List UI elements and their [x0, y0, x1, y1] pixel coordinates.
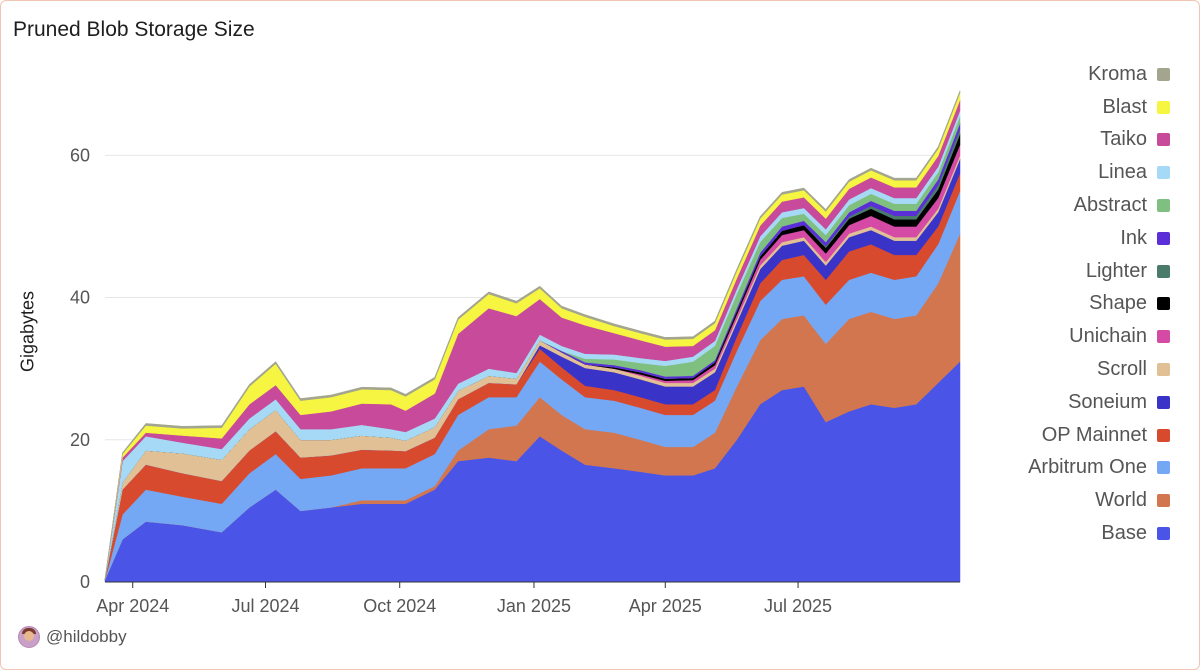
legend-label: Soneium [1068, 390, 1147, 413]
legend-swatch [1157, 428, 1170, 442]
axes: 0 20 40 60 Apr 2024 Jul 2024 Oct 2024 Jan 2025 A… [70, 145, 960, 616]
legend-label: Ink [1120, 226, 1147, 249]
legend-swatch [1157, 363, 1170, 377]
legend-item-taiko[interactable]: Taiko [1028, 124, 1170, 157]
legend-swatch [1157, 264, 1170, 278]
legend-label: OP Mainnet [1041, 423, 1147, 446]
legend: Kroma Blast Taiko Linea Abstract Ink Lighter Sh… [1028, 58, 1170, 550]
x-tick-label: Apr 2025 [629, 596, 702, 616]
area-kroma [104, 90, 961, 580]
legend-item-lighter[interactable]: Lighter [1028, 255, 1170, 288]
legend-item-soneium[interactable]: Soneium [1028, 386, 1170, 419]
credit-handle: @hildobby [46, 627, 127, 646]
x-tick-label: Apr 2024 [96, 596, 169, 616]
legend-item-scroll[interactable]: Scroll [1028, 353, 1170, 386]
legend-item-ink[interactable]: Ink [1028, 222, 1170, 255]
legend-label: Lighter [1085, 259, 1147, 282]
legend-item-linea[interactable]: Linea [1028, 156, 1170, 189]
legend-item-unichain[interactable]: Unichain [1028, 320, 1170, 353]
legend-item-base[interactable]: Base [1028, 517, 1170, 550]
area-series [104, 90, 961, 583]
y-tick-label: 0 [80, 572, 90, 592]
legend-swatch [1157, 199, 1170, 213]
x-tick-label: Jul 2024 [231, 596, 299, 616]
x-tick-label: Jul 2025 [764, 596, 832, 616]
chart-title: Pruned Blob Storage Size [13, 18, 255, 41]
legend-label: Linea [1098, 161, 1147, 184]
legend-label: World [1095, 489, 1147, 512]
legend-label: Taiko [1100, 128, 1147, 151]
legend-label: Shape [1089, 292, 1147, 315]
x-tick-label: Oct 2024 [363, 596, 436, 616]
legend-item-abstract[interactable]: Abstract [1028, 189, 1170, 222]
legend-item-blast[interactable]: Blast [1028, 91, 1170, 124]
legend-item-world[interactable]: World [1028, 484, 1170, 517]
legend-swatch [1157, 100, 1170, 114]
legend-swatch [1157, 395, 1170, 409]
legend-item-arbitrum-one[interactable]: Arbitrum One [1028, 452, 1170, 485]
x-tick-label: Jan 2025 [497, 596, 571, 616]
legend-swatch [1157, 461, 1170, 475]
legend-label: Blast [1102, 95, 1147, 118]
legend-item-shape[interactable]: Shape [1028, 288, 1170, 321]
y-tick-label: 20 [70, 430, 90, 450]
legend-label: Arbitrum One [1028, 456, 1147, 479]
legend-swatch [1157, 67, 1170, 81]
legend-label: Abstract [1073, 194, 1147, 217]
legend-item-op-mainnet[interactable]: OP Mainnet [1028, 419, 1170, 452]
credit: @hildobby [18, 626, 127, 648]
legend-swatch [1157, 166, 1170, 180]
legend-label: Unichain [1069, 325, 1147, 348]
legend-label: Kroma [1088, 62, 1147, 85]
legend-swatch [1157, 231, 1170, 245]
y-tick-label: 60 [70, 145, 90, 165]
legend-swatch [1157, 297, 1170, 311]
avatar [18, 626, 40, 648]
legend-swatch [1157, 133, 1170, 147]
y-tick-label: 40 [70, 288, 90, 308]
legend-swatch [1157, 494, 1170, 508]
legend-label: Base [1101, 522, 1147, 545]
legend-swatch [1157, 527, 1170, 541]
legend-label: Scroll [1096, 358, 1147, 381]
legend-swatch [1157, 330, 1170, 344]
legend-item-kroma[interactable]: Kroma [1028, 58, 1170, 91]
